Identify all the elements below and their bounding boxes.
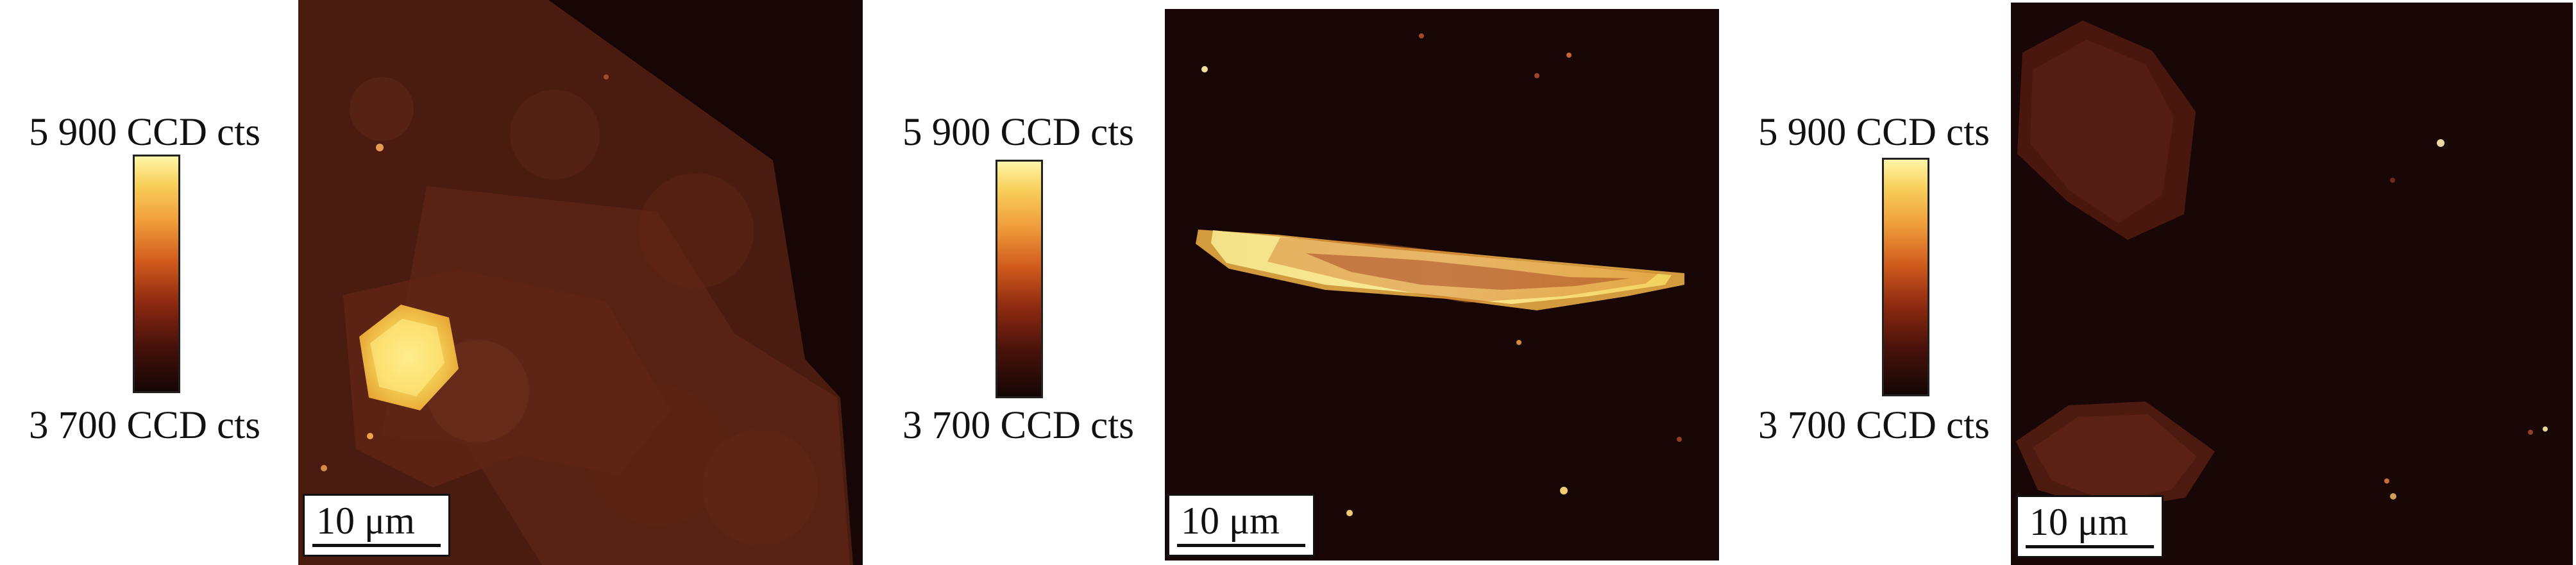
panel-3: 5 900 CCD cts 3 700 CCD cts 10 μm	[1716, 0, 2576, 565]
scale-bar-line	[2026, 545, 2154, 548]
scale-bar: 10 μm	[2016, 495, 2164, 558]
microscopy-image-svg	[2011, 3, 2573, 565]
colorbar-min-label: 3 700 CCD cts	[902, 404, 1134, 447]
panel-1: 5 900 CCD cts 3 700 CCD cts	[0, 0, 863, 565]
colorbar-max-label: 5 900 CCD cts	[1758, 111, 1990, 154]
colorbar	[996, 160, 1043, 398]
colorbar	[133, 155, 180, 393]
panel-2: 5 900 CCD cts 3 700 CCD cts	[860, 0, 1719, 565]
scale-bar: 10 μm	[1167, 494, 1315, 557]
colorbar-min-label: 3 700 CCD cts	[29, 404, 260, 447]
microscopy-image: 10 μm	[1165, 9, 1719, 561]
microscopy-image: 10 μm	[2011, 3, 2573, 565]
scale-bar-label: 10 μm	[1181, 500, 1280, 542]
scale-bar-line	[1177, 544, 1305, 547]
colorbar-max-label: 5 900 CCD cts	[902, 111, 1134, 154]
microscopy-image-svg	[1165, 9, 1719, 561]
colorbar	[1882, 158, 1929, 396]
microscopy-image-svg	[298, 0, 863, 565]
colorbar-min-label: 3 700 CCD cts	[1758, 404, 1990, 447]
scale-bar-line	[312, 544, 441, 547]
scale-bar-label: 10 μm	[316, 500, 415, 542]
scale-bar: 10 μm	[303, 494, 450, 557]
colorbar-max-label: 5 900 CCD cts	[29, 111, 260, 154]
scale-bar-label: 10 μm	[2029, 501, 2128, 543]
microscopy-image: 10 μm	[298, 0, 863, 565]
